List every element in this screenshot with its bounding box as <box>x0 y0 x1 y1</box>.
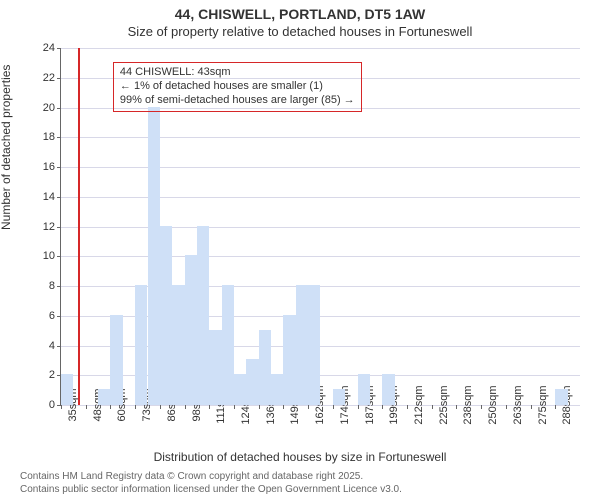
histogram-bar <box>246 359 258 405</box>
histogram-bar <box>555 389 567 405</box>
chart-footer: Contains HM Land Registry data © Crown c… <box>20 471 402 496</box>
histogram-bar <box>358 374 370 405</box>
histogram-bar <box>61 374 73 405</box>
annotation-line1: 44 CHISWELL: 43sqm <box>120 66 355 80</box>
gridline <box>61 48 580 49</box>
x-tick-label: 263sqm <box>506 385 524 424</box>
x-tick-label: 225sqm <box>432 385 450 424</box>
histogram-bar <box>172 285 184 405</box>
histogram-bar <box>148 107 160 406</box>
histogram-bar <box>283 315 295 405</box>
chart-title-sub: Size of property relative to detached ho… <box>0 24 600 39</box>
footer-line2: Contains public sector information licen… <box>20 484 402 497</box>
histogram-bar <box>234 374 246 405</box>
annotation-line2: ← 1% of detached houses are smaller (1) <box>120 80 355 94</box>
gridline <box>61 227 580 228</box>
footer-line1: Contains HM Land Registry data © Crown c… <box>20 471 402 484</box>
chart-container: 44, CHISWELL, PORTLAND, DT5 1AW Size of … <box>0 0 600 500</box>
y-tick-label: 22 <box>43 72 61 84</box>
y-tick-label: 0 <box>49 399 61 411</box>
y-tick-label: 12 <box>43 221 61 233</box>
y-tick-label: 24 <box>43 42 61 54</box>
x-tick-label: 212sqm <box>407 385 425 424</box>
x-tick-label: 238sqm <box>456 385 474 424</box>
y-tick-label: 6 <box>49 310 61 322</box>
histogram-bar <box>308 285 320 405</box>
histogram-bar <box>197 226 209 406</box>
histogram-bar <box>333 389 345 405</box>
gridline <box>61 197 580 198</box>
chart-title-main: 44, CHISWELL, PORTLAND, DT5 1AW <box>0 6 600 22</box>
y-tick-label: 10 <box>43 250 61 262</box>
histogram-bar <box>259 330 271 405</box>
histogram-bar <box>135 285 147 405</box>
y-tick-label: 2 <box>49 369 61 381</box>
x-tick-label: 250sqm <box>481 385 499 424</box>
x-tick-label: 275sqm <box>531 385 549 424</box>
histogram-bar <box>271 374 283 405</box>
annotation-line3: 99% of semi-detached houses are larger (… <box>120 94 355 108</box>
gridline <box>61 167 580 168</box>
gridline <box>61 137 580 138</box>
histogram-bar <box>110 315 122 405</box>
histogram-bar <box>296 285 308 405</box>
gridline <box>61 256 580 257</box>
y-tick-label: 16 <box>43 161 61 173</box>
x-axis-label: Distribution of detached houses by size … <box>0 450 600 464</box>
histogram-bar <box>98 389 110 405</box>
histogram-bar <box>222 285 234 405</box>
y-tick-label: 18 <box>43 131 61 143</box>
histogram-bar <box>209 330 221 405</box>
histogram-bar <box>382 374 394 405</box>
y-tick-label: 4 <box>49 340 61 352</box>
y-tick-label: 14 <box>43 191 61 203</box>
marker-line <box>78 48 80 405</box>
plot-area: 02468101214161820222435sqm48sqm60sqm73sq… <box>60 48 580 406</box>
y-tick-label: 8 <box>49 280 61 292</box>
annotation-box: 44 CHISWELL: 43sqm ← 1% of detached hous… <box>113 62 362 111</box>
histogram-bar <box>160 226 172 406</box>
histogram-bar <box>185 255 197 405</box>
y-axis-label: Number of detached properties <box>0 65 13 230</box>
y-tick-label: 20 <box>43 102 61 114</box>
